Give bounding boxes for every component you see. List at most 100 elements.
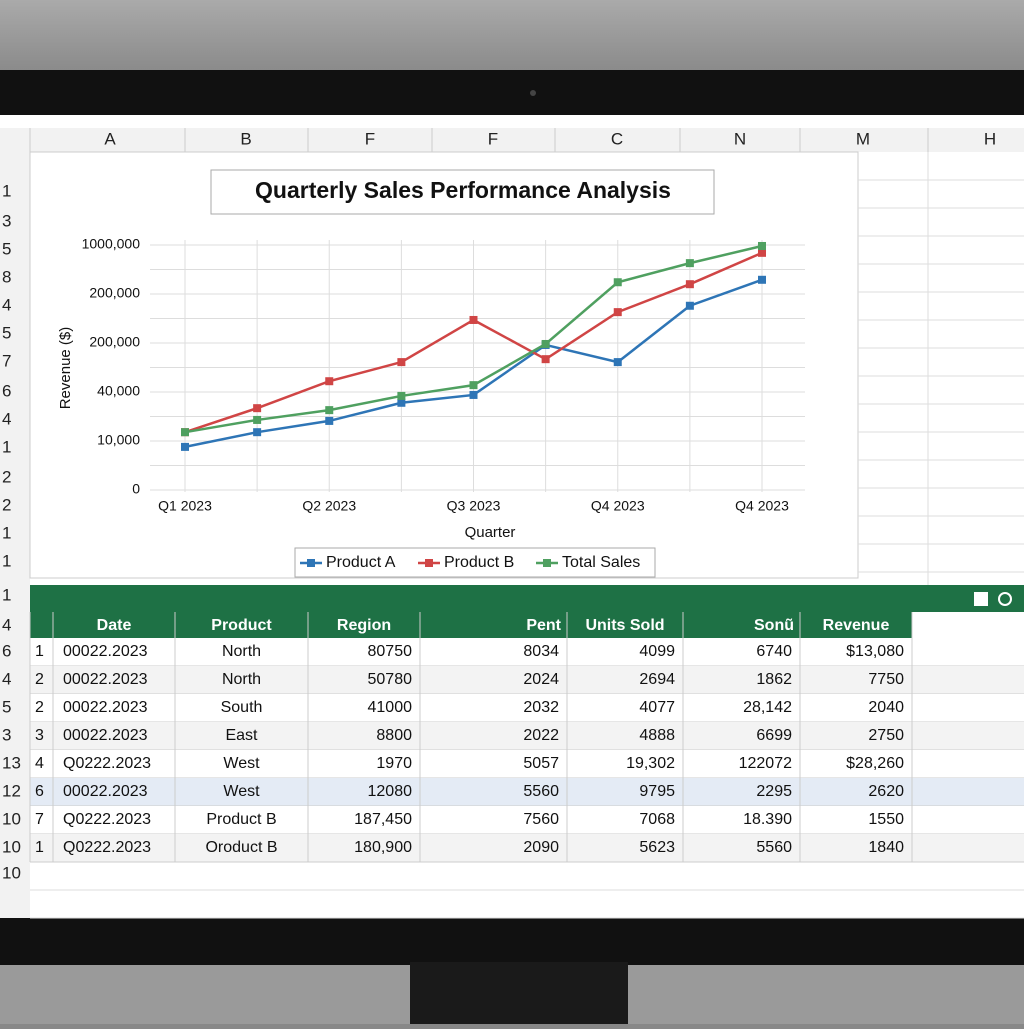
table-row xyxy=(30,834,1024,862)
row-number: 7 xyxy=(2,351,11,370)
wall xyxy=(0,0,1024,72)
table-cell: 80750 xyxy=(368,643,413,660)
table-cell: North xyxy=(222,671,261,688)
table-cell: 00022.2023 xyxy=(63,727,148,744)
column-header: F xyxy=(488,129,498,148)
column-header: M xyxy=(856,129,870,148)
column-header: N xyxy=(734,129,746,148)
table-cell: 9795 xyxy=(639,783,675,800)
data-point xyxy=(469,381,478,390)
data-point xyxy=(397,398,406,407)
data-point xyxy=(397,391,406,400)
row-number: 10 xyxy=(2,863,21,882)
row-number: 3 xyxy=(2,211,11,230)
table-cell: 8800 xyxy=(376,727,412,744)
row-number: 4 xyxy=(2,295,11,314)
x-tick-label: Q1 2023 xyxy=(158,498,212,514)
row-number: 13 xyxy=(2,753,21,772)
legend-box xyxy=(294,547,656,578)
row-number: 5 xyxy=(2,239,11,258)
table-header-cell: Date xyxy=(97,617,132,634)
table-header xyxy=(30,612,912,638)
table-header-cell: Sonũ xyxy=(754,617,794,634)
toolbar-icon[interactable] xyxy=(974,592,988,606)
x-axis-label: Quarter xyxy=(465,524,516,541)
row-number: 3 xyxy=(2,725,11,744)
title-box xyxy=(210,169,715,215)
table-cell: 2024 xyxy=(523,671,559,688)
monitor-bezel xyxy=(0,70,1024,120)
table-cell: 2 xyxy=(35,699,44,716)
table-row xyxy=(30,638,1024,666)
row-number: 12 xyxy=(2,781,21,800)
table-cell: 2040 xyxy=(868,699,904,716)
column-header: A xyxy=(104,129,116,148)
x-tick-label: Q3 2023 xyxy=(447,498,501,514)
table-cell: 2694 xyxy=(639,671,675,688)
table-header-cell: Region xyxy=(337,617,391,634)
table-cell: 7068 xyxy=(639,811,675,828)
table-cell: $13,080 xyxy=(846,643,904,660)
table-cell: North xyxy=(222,643,261,660)
table-cell: 4099 xyxy=(639,643,675,660)
row-number: 10 xyxy=(2,809,21,828)
table-cell: 5560 xyxy=(756,839,792,856)
table-cell: 8034 xyxy=(523,643,559,660)
table-cell: 4 xyxy=(35,755,44,772)
table-cell: 18.390 xyxy=(743,811,792,828)
legend-swatch xyxy=(425,559,433,567)
data-point xyxy=(253,415,262,424)
table-cell: West xyxy=(223,755,260,772)
table-cell: 7 xyxy=(35,811,44,828)
data-point xyxy=(541,355,550,364)
row-number: 5 xyxy=(2,323,11,342)
toolbar-icon[interactable] xyxy=(998,592,1012,606)
table-cell: 00022.2023 xyxy=(63,643,148,660)
table-cell: 2620 xyxy=(868,783,904,800)
table-cell: 7750 xyxy=(868,671,904,688)
column-header-bar xyxy=(0,128,1024,152)
row-number: 4 xyxy=(2,669,11,688)
row-number: 1 xyxy=(2,523,11,542)
table-cell: 1840 xyxy=(868,839,904,856)
data-point xyxy=(613,308,622,317)
row-number: 1 xyxy=(2,551,11,570)
table-cell: 1550 xyxy=(868,811,904,828)
table-cell: 5623 xyxy=(639,839,675,856)
data-point xyxy=(685,259,694,268)
table-cell: 3 xyxy=(35,727,44,744)
row-header-bar xyxy=(0,152,30,920)
legend-label: Product A xyxy=(326,554,396,571)
data-point xyxy=(758,248,766,257)
table-cell: 1970 xyxy=(376,755,412,772)
chart-area[interactable] xyxy=(29,151,859,579)
table-cell: 1 xyxy=(35,643,44,660)
table-cell: 2032 xyxy=(523,699,559,716)
table-cell: East xyxy=(225,727,258,744)
column-header: C xyxy=(611,129,623,148)
data-point xyxy=(181,428,189,437)
column-header: H xyxy=(984,129,996,148)
row-number: 6 xyxy=(2,381,11,400)
row-number: 4 xyxy=(2,615,11,634)
row-number: 5 xyxy=(2,697,11,716)
table-cell: 28,142 xyxy=(743,699,792,716)
table-row xyxy=(30,806,1024,834)
y-tick-label: 10,000 xyxy=(97,432,140,448)
table-cell: 00022.2023 xyxy=(63,699,148,716)
data-point xyxy=(253,428,262,437)
x-tick-label: Q4 2023 xyxy=(591,498,645,514)
table-cell: 1 xyxy=(35,839,44,856)
data-point xyxy=(685,280,694,289)
table-cell: Q0222.2023 xyxy=(63,811,151,828)
row-number: 2 xyxy=(2,495,11,514)
table-cell: 2750 xyxy=(868,727,904,744)
table-cell: 6 xyxy=(35,783,44,800)
row-number: 6 xyxy=(2,641,11,660)
table-cell: 6699 xyxy=(756,727,792,744)
table-cell: 7560 xyxy=(523,811,559,828)
table-cell: 6740 xyxy=(756,643,792,660)
legend-swatch xyxy=(307,559,315,567)
table-header-cell: Pent xyxy=(526,617,561,634)
